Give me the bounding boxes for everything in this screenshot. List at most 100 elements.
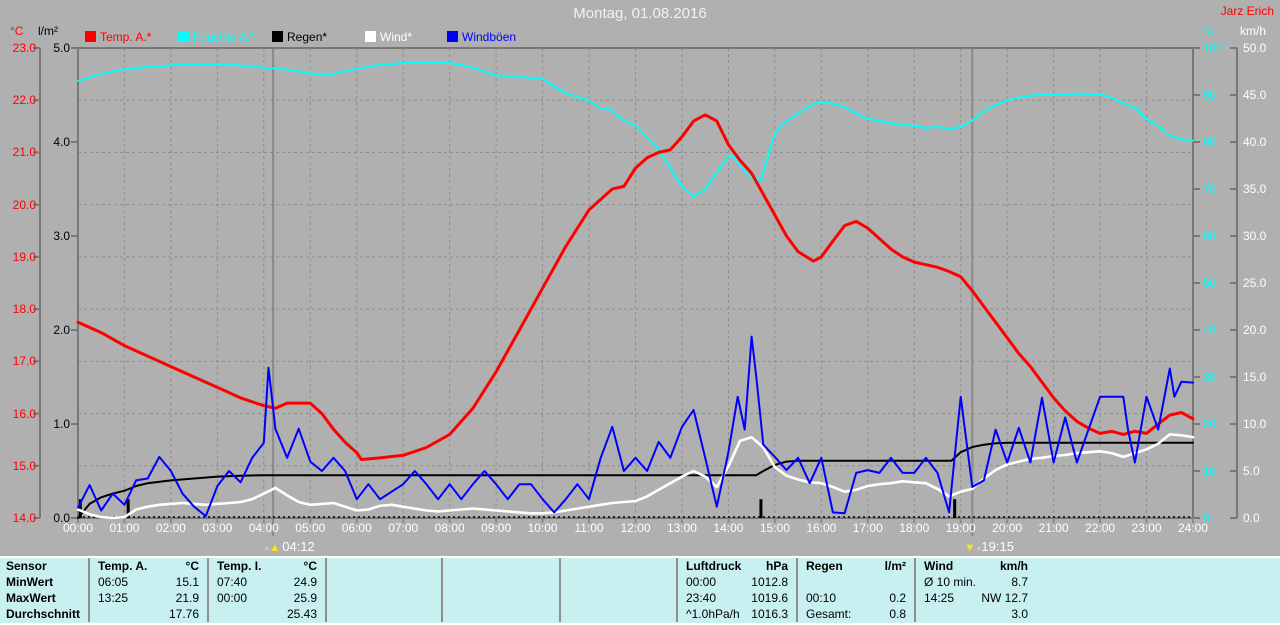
table-row — [443, 590, 559, 606]
table-cell-time — [90, 606, 150, 622]
table-col-name: Temp. I. — [217, 559, 262, 573]
table-col-unit — [503, 558, 559, 574]
humidity-axis-unit: % — [1204, 24, 1215, 38]
page-title: Montag, 01.08.2016 — [573, 5, 707, 22]
table-cell-time — [327, 606, 387, 622]
time-axis-tick: 07:00 — [388, 521, 419, 535]
series-wind — [76, 432, 1195, 520]
table-cell-time: 07:40 — [217, 575, 248, 589]
table-group-wind: Wind km/h Ø 10 min. 8.7 14:25 NW 12.7 3.0 — [914, 558, 1280, 622]
legend-swatch-icon — [272, 31, 283, 42]
table-col-header: Regen l/m² — [798, 558, 914, 574]
ylab-rain-tick: 0.0 — [53, 511, 70, 525]
table-group — [325, 558, 441, 622]
ylab-temp-tick: 14.0 — [12, 511, 36, 525]
table-cell-time: 00:00 — [686, 575, 717, 589]
table-col-name: Regen — [806, 559, 843, 573]
table-cell-value — [621, 574, 676, 590]
table-row: 3.0 — [916, 606, 1036, 622]
table-col-name — [443, 558, 503, 574]
marker-arrow-up-icon: ▲ — [269, 542, 281, 554]
chart-plot — [33, 47, 1238, 536]
table-col-header: Temp. I. °C — [209, 558, 325, 574]
ylab-rain-tick: 4.0 — [53, 135, 70, 149]
table-cell-value — [621, 590, 676, 606]
table-group-regen: Regen l/m² 00:10 0.2 Gesamt: 0.8 — [796, 558, 914, 622]
table-col-unit — [387, 558, 441, 574]
marker-time: 04:12 — [282, 539, 315, 554]
ylab-hum-tick: 20 — [1203, 417, 1217, 431]
time-axis-tick: 15:00 — [759, 521, 790, 535]
series-regen — [77, 441, 1194, 519]
table-row — [443, 574, 559, 590]
ylab-hum-tick: 40 — [1203, 323, 1217, 337]
table-col-unit: l/m² — [884, 559, 906, 573]
time-axis-tick: 17:00 — [852, 521, 883, 535]
time-axis-tick: 09:00 — [481, 521, 512, 535]
ylab-temp-tick: 19.0 — [12, 249, 36, 264]
table-cell-time — [561, 590, 621, 606]
time-axis-tick: 18:00 — [899, 521, 930, 535]
ylab-temp-tick: 16.0 — [12, 406, 36, 421]
table-cell-value — [387, 574, 441, 590]
table-cell-time — [209, 606, 269, 622]
rain-axis-unit: l/m² — [38, 24, 58, 38]
ylab-hum-tick: 10 — [1203, 464, 1217, 478]
table-row: 00:10 0.2 — [798, 590, 914, 606]
time-axis-tick: 24:00 — [1177, 521, 1209, 535]
ylab-temp-tick: 15.0 — [12, 458, 36, 473]
time-axis-tick: 20:00 — [992, 521, 1023, 535]
table-col-unit — [621, 558, 676, 574]
table-cell-value: 1019.6 — [751, 591, 788, 605]
legend-swatch-icon — [178, 31, 189, 42]
table-group-tempa: Temp. A. °C 06:05 15.1 13:25 21.9 17.76 — [88, 558, 207, 622]
time-axis-tick: 03:00 — [202, 521, 233, 535]
sunrise-event-marker: ▫▲ 04:12 — [265, 539, 315, 554]
table-col-header: Wind km/h — [916, 558, 1036, 574]
table-cell-value: 1012.8 — [751, 575, 788, 589]
table-col-header — [561, 558, 676, 574]
series-tempa — [76, 113, 1195, 461]
table-col-name: Temp. A. — [98, 559, 148, 573]
legend-item: Temp. A.* — [85, 30, 151, 44]
table-row — [443, 606, 559, 622]
ylab-wind-tick: 5.0 — [1243, 464, 1260, 478]
ylab-wind-tick: 20.0 — [1243, 323, 1267, 337]
legend-label: Feuchte A.* — [193, 30, 256, 44]
table-row — [327, 590, 441, 606]
ylab-hum-tick: 90 — [1203, 88, 1217, 102]
ylab-hum-tick: 70 — [1203, 182, 1217, 196]
table-cell-value: 8.7 — [1011, 575, 1028, 589]
legend-label: Temp. A.* — [100, 30, 152, 44]
table-row: 25.43 — [209, 606, 325, 622]
table-cell-value — [387, 590, 441, 606]
table-row — [561, 590, 676, 606]
ylab-rain-tick: 2.0 — [53, 323, 70, 337]
table-cell-time: 06:05 — [98, 575, 129, 589]
sunset-event-marker: ▼ ▫19:15 — [964, 539, 1014, 554]
table-cell-value — [503, 606, 559, 622]
ylab-hum-tick: 30 — [1203, 370, 1217, 384]
table-cell-value: 0.2 — [889, 591, 906, 605]
ylab-wind-tick: 40.0 — [1243, 135, 1267, 149]
ylab-wind-tick: 10.0 — [1243, 417, 1267, 431]
table-cell-value: 17.76 — [168, 607, 199, 621]
ylab-temp-tick: 23.0 — [12, 41, 36, 55]
table-cell-time — [443, 606, 503, 622]
ylab-temp-tick: 20.0 — [12, 197, 36, 212]
table-col-header: Temp. A. °C — [90, 558, 207, 574]
table-cell-time: Ø 10 min. — [924, 575, 977, 589]
table-col-name — [561, 558, 621, 574]
legend-swatch-icon — [85, 31, 96, 42]
author-label: Jarz Erich — [1220, 4, 1274, 18]
legend-label: Wind* — [380, 30, 413, 44]
table-group — [559, 558, 676, 622]
table-cell-time: 14:25 — [924, 591, 955, 605]
marker-dot-icon: ▫ — [265, 543, 269, 553]
table-cell-time — [561, 606, 621, 622]
legend-item: Feuchte A.* — [178, 30, 255, 44]
time-axis-tick: 08:00 — [434, 521, 465, 535]
table-cell-time: 23:40 — [686, 591, 717, 605]
legend-label: Windböen — [462, 30, 517, 44]
table-row-label: MaxWert — [6, 591, 56, 605]
